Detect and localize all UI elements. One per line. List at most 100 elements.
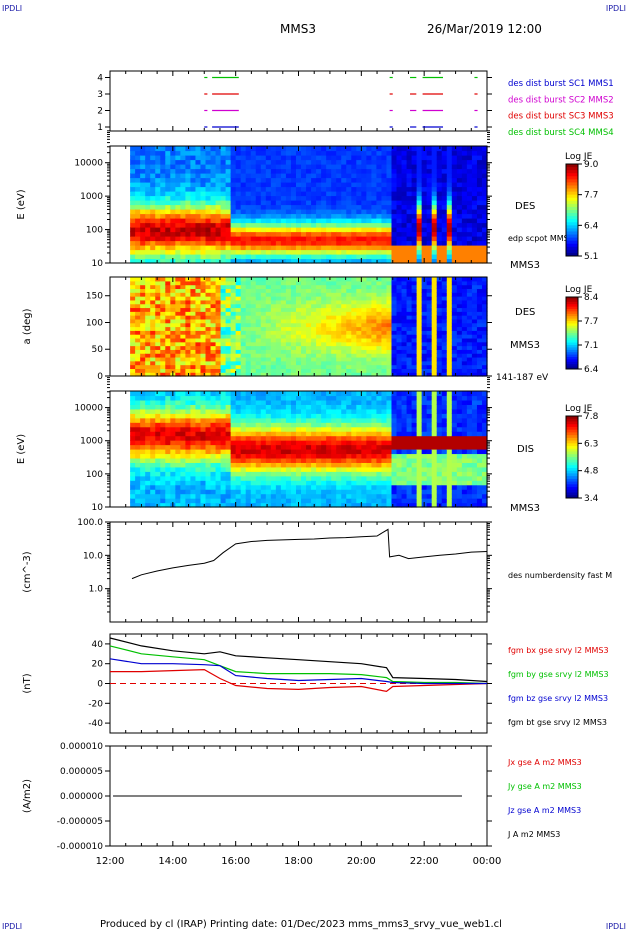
heatmap-cell (160, 372, 166, 377)
heatmap-cell (285, 356, 292, 362)
heatmap-cell (200, 218, 207, 224)
heatmap-cell (285, 408, 292, 414)
heatmap-cell (280, 236, 287, 242)
heatmap-cell (456, 303, 463, 309)
heatmap-cell (265, 231, 272, 237)
heatmap-cell (220, 307, 227, 312)
heatmap-cell (225, 146, 232, 152)
heatmap-cell (290, 435, 297, 441)
heatmap-cell (406, 318, 413, 324)
heatmap-cell (270, 322, 277, 328)
heatmap-cell (285, 195, 292, 201)
heatmap-cell (376, 277, 383, 282)
heatmap-cell (150, 322, 156, 328)
heatmap-cell (140, 231, 146, 237)
heatmap-cell (215, 191, 222, 197)
heatmap-cell (150, 337, 156, 343)
heatmap-cell (220, 457, 227, 463)
heatmap-cell (145, 404, 151, 410)
heatmap-cell (210, 345, 217, 350)
heatmap-cell (260, 245, 267, 251)
heatmap-cell (416, 213, 423, 219)
heatmap-cell (326, 311, 332, 316)
heatmap-cell (446, 326, 453, 331)
heatmap-cell (260, 431, 267, 437)
heatmap-cell (451, 222, 458, 228)
heatmap-cell (135, 484, 141, 490)
heatmap-cell (150, 240, 156, 246)
heatmap-cell (401, 322, 408, 328)
heatmap-cell (311, 236, 317, 242)
heatmap-cell (451, 330, 458, 335)
heatmap-cell (311, 303, 317, 309)
heatmap-cell (280, 440, 287, 446)
heatmap-cell (215, 413, 222, 419)
heatmap-cell (401, 200, 408, 206)
heatmap-cell (285, 277, 292, 282)
heatmap-cell (290, 330, 297, 335)
heatmap-cell (190, 213, 197, 219)
heatmap-cell (130, 173, 136, 179)
heatmap-cell (190, 364, 197, 369)
heatmap-cell (336, 330, 342, 335)
heatmap-cell (150, 288, 156, 293)
heatmap-cell (366, 222, 372, 228)
heatmap-cell (270, 182, 277, 188)
heatmap-cell (461, 155, 468, 161)
heatmap-cell (331, 245, 337, 251)
heatmap-cell (155, 413, 161, 419)
heatmap-cell (481, 284, 488, 290)
heatmap-cell (230, 200, 237, 206)
heatmap-cell (190, 296, 197, 301)
heatmap-cell (270, 277, 277, 282)
heatmap-cell (280, 404, 287, 410)
heatmap-cell (280, 280, 287, 286)
heatmap-cell (306, 227, 312, 233)
heatmap-cell (396, 318, 403, 324)
heatmap-cell (165, 480, 171, 486)
heatmap-cell (471, 277, 478, 282)
heatmap-cell (230, 475, 237, 481)
heatmap-cell (170, 453, 176, 459)
heatmap-cell (215, 444, 222, 450)
heatmap-cell (331, 356, 337, 362)
heatmap-cell (135, 182, 141, 188)
colorbar-cell (566, 349, 578, 353)
heatmap-cell (456, 341, 463, 347)
heatmap-cell (220, 296, 227, 301)
heatmap-cell (140, 449, 146, 455)
heatmap-cell (155, 462, 161, 468)
heatmap-cell (301, 484, 307, 490)
heatmap-cell (140, 330, 146, 335)
heatmap-cell (205, 353, 212, 358)
heatmap-cell (230, 449, 237, 455)
des-pitch-y-tick-label: 0 (97, 372, 103, 382)
heatmap-cell (321, 334, 327, 339)
heatmap-cell (280, 457, 287, 463)
heatmap-cell (210, 399, 217, 405)
heatmap-cell (336, 195, 342, 201)
heatmap-cell (386, 186, 393, 192)
heatmap-cell (220, 466, 227, 472)
heatmap-cell (280, 417, 287, 423)
heatmap-cell (160, 280, 166, 286)
heatmap-cell (205, 431, 212, 437)
heatmap-cell (160, 277, 166, 282)
heatmap-cell (185, 417, 192, 423)
heatmap-cell (225, 322, 232, 328)
heatmap-cell (285, 349, 292, 354)
heatmap-cell (130, 391, 136, 397)
heatmap-cell (190, 191, 197, 197)
heatmap-cell (316, 204, 322, 210)
heatmap-cell (230, 191, 237, 197)
heatmap-cell (421, 288, 428, 293)
heatmap-cell (371, 173, 378, 179)
heatmap-cell (215, 330, 222, 335)
heatmap-cell (180, 173, 186, 179)
heatmap-cell (471, 182, 478, 188)
heatmap-cell (175, 480, 181, 486)
heatmap-cell (361, 292, 367, 297)
heatmap-cell (356, 292, 362, 297)
heatmap-cell (190, 159, 197, 165)
heatmap-cell (306, 345, 312, 350)
